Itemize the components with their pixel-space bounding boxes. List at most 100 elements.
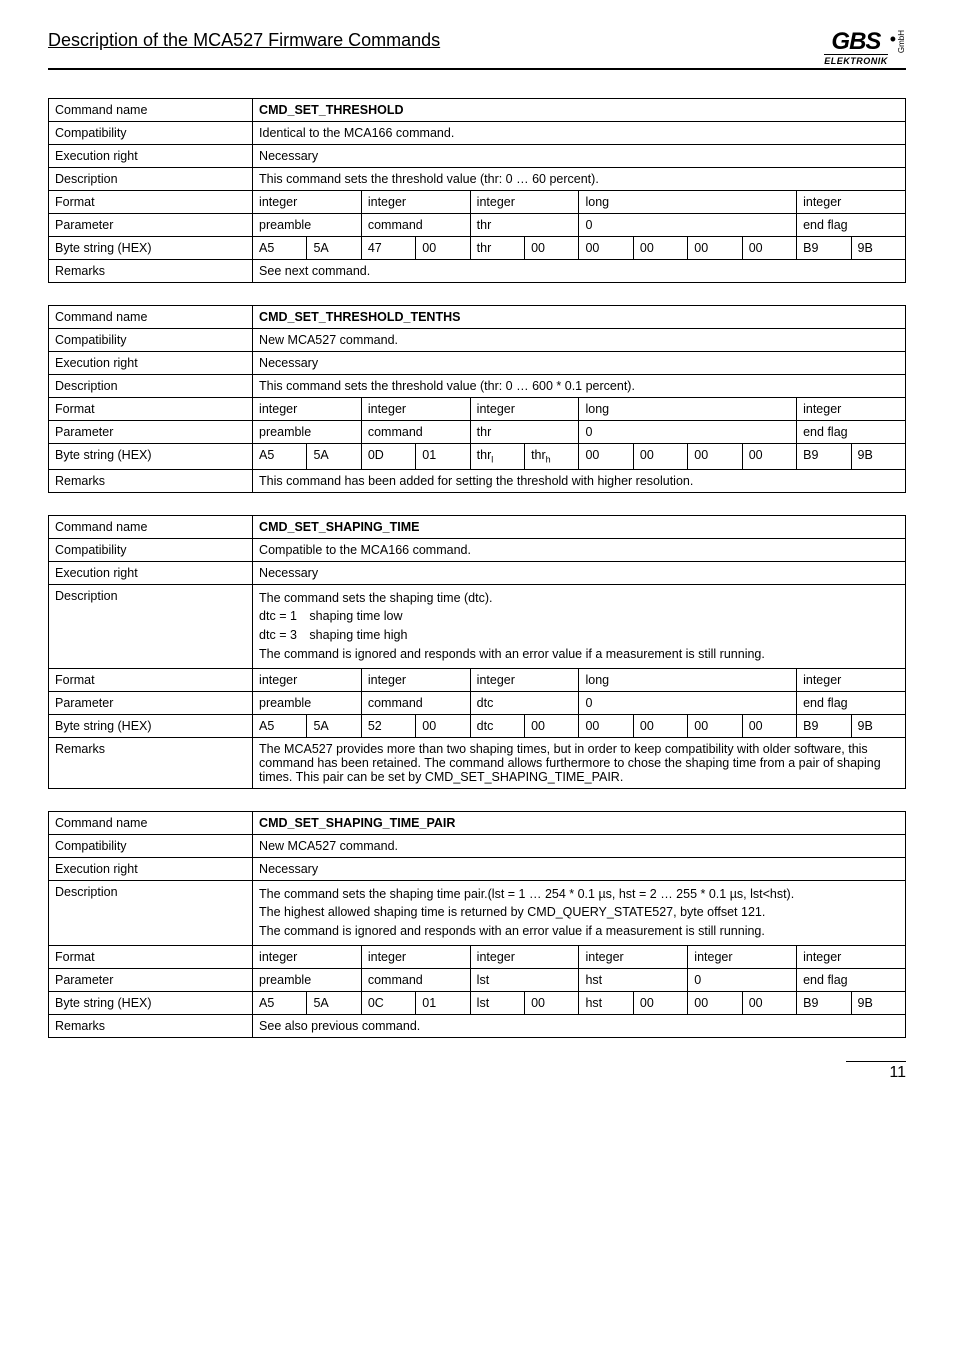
byte-cell: 00 xyxy=(525,714,579,737)
byte-cell: 00 xyxy=(688,991,742,1014)
cmd-name: CMD_SET_THRESHOLD_TENTHS xyxy=(253,306,906,329)
label-exec-right: Execution right xyxy=(49,145,253,168)
fmt-cell: integer xyxy=(361,945,470,968)
byte-cell: 0D xyxy=(361,444,415,470)
desc-line: The highest allowed shaping time is retu… xyxy=(259,905,765,919)
header-title: Description of the MCA527 Firmware Comma… xyxy=(48,30,440,55)
fmt-cell: integer xyxy=(253,668,362,691)
byte-cell: dtc xyxy=(470,714,524,737)
desc-line: The command is ignored and responds with… xyxy=(259,924,765,938)
fmt-cell: long xyxy=(579,191,797,214)
fmt-cell: integer xyxy=(797,398,906,421)
byte-cell: 00 xyxy=(525,237,579,260)
byte-cell: thr xyxy=(470,237,524,260)
label-compatibility: Compatibility xyxy=(49,329,253,352)
desc-value: The command sets the shaping time (dtc).… xyxy=(253,584,906,668)
fmt-cell: integer xyxy=(470,668,579,691)
byte-cell: B9 xyxy=(797,237,851,260)
fmt-cell: integer xyxy=(797,191,906,214)
param-cell: 0 xyxy=(579,691,797,714)
byte-cell: 00 xyxy=(688,444,742,470)
label-exec-right: Execution right xyxy=(49,561,253,584)
byte-cell: 00 xyxy=(633,714,687,737)
remarks-value: This command has been added for setting … xyxy=(253,469,906,492)
label-format: Format xyxy=(49,945,253,968)
byte-cell: 00 xyxy=(579,444,633,470)
param-cell: command xyxy=(361,968,470,991)
label-remarks: Remarks xyxy=(49,1014,253,1037)
byte-cell: 00 xyxy=(525,991,579,1014)
page-number: 11 xyxy=(846,1061,906,1082)
param-cell: hst xyxy=(579,968,688,991)
exec-value: Necessary xyxy=(253,352,906,375)
label-description: Description xyxy=(49,584,253,668)
label-command-name: Command name xyxy=(49,811,253,834)
param-cell: thr xyxy=(470,214,579,237)
byte-cell: 00 xyxy=(742,714,796,737)
byte-cell: 00 xyxy=(742,237,796,260)
label-parameter: Parameter xyxy=(49,968,253,991)
compat-value: New MCA527 command. xyxy=(253,329,906,352)
param-cell: 0 xyxy=(579,214,797,237)
fmt-cell: integer xyxy=(470,945,579,968)
byte-cell: 00 xyxy=(688,714,742,737)
label-description: Description xyxy=(49,880,253,945)
exec-value: Necessary xyxy=(253,857,906,880)
fmt-cell: integer xyxy=(688,945,797,968)
fmt-cell: integer xyxy=(797,668,906,691)
label-remarks: Remarks xyxy=(49,737,253,788)
param-cell: thr xyxy=(470,421,579,444)
byte-cell: thrl xyxy=(470,444,524,470)
byte-cell: 00 xyxy=(579,714,633,737)
remarks-value: The MCA527 provides more than two shapin… xyxy=(253,737,906,788)
fmt-cell: long xyxy=(579,668,797,691)
byte-cell: 00 xyxy=(742,991,796,1014)
label-format: Format xyxy=(49,398,253,421)
cmd-table-threshold-tenths: Command name CMD_SET_THRESHOLD_TENTHS Co… xyxy=(48,305,906,493)
byte-cell: B9 xyxy=(797,991,851,1014)
fmt-cell: integer xyxy=(579,945,688,968)
logo-text-top: GBS xyxy=(831,30,880,54)
fmt-cell: long xyxy=(579,398,797,421)
param-cell: preamble xyxy=(253,214,362,237)
byte-cell: 5A xyxy=(307,991,361,1014)
fmt-cell: integer xyxy=(470,398,579,421)
param-cell: end flag xyxy=(797,214,906,237)
param-cell: preamble xyxy=(253,421,362,444)
label-parameter: Parameter xyxy=(49,691,253,714)
compat-value: Compatible to the MCA166 command. xyxy=(253,538,906,561)
compat-value: Identical to the MCA166 command. xyxy=(253,122,906,145)
cmd-name: CMD_SET_SHAPING_TIME_PAIR xyxy=(253,811,906,834)
label-command-name: Command name xyxy=(49,306,253,329)
param-cell: 0 xyxy=(688,968,797,991)
byte-cell: 00 xyxy=(688,237,742,260)
byte-cell: 5A xyxy=(307,444,361,470)
desc-value: The command sets the shaping time pair.(… xyxy=(253,880,906,945)
desc-line: The command sets the shaping time (dtc). xyxy=(259,591,492,605)
byte-cell: 00 xyxy=(416,714,470,737)
param-cell: end flag xyxy=(797,968,906,991)
byte-cell: A5 xyxy=(253,237,307,260)
desc-line: The command is ignored and responds with… xyxy=(259,647,765,661)
fmt-cell: integer xyxy=(361,191,470,214)
byte-cell: 0C xyxy=(361,991,415,1014)
byte-cell: 52 xyxy=(361,714,415,737)
label-description: Description xyxy=(49,375,253,398)
label-remarks: Remarks xyxy=(49,469,253,492)
byte-cell: A5 xyxy=(253,444,307,470)
byte-cell: 01 xyxy=(416,444,470,470)
byte-cell: 00 xyxy=(633,991,687,1014)
param-cell: lst xyxy=(470,968,579,991)
desc-line: dtc = 1 shaping time low xyxy=(259,609,402,623)
fmt-cell: integer xyxy=(470,191,579,214)
cmd-table-shaping-time-pair: Command name CMD_SET_SHAPING_TIME_PAIR C… xyxy=(48,811,906,1038)
label-command-name: Command name xyxy=(49,99,253,122)
byte-cell: lst xyxy=(470,991,524,1014)
byte-cell: thrh xyxy=(525,444,579,470)
byte-cell: 9B xyxy=(851,714,905,737)
label-parameter: Parameter xyxy=(49,421,253,444)
byte-cell: hst xyxy=(579,991,633,1014)
label-byte-string: Byte string (HEX) xyxy=(49,444,253,470)
param-cell: command xyxy=(361,691,470,714)
fmt-cell: integer xyxy=(253,398,362,421)
